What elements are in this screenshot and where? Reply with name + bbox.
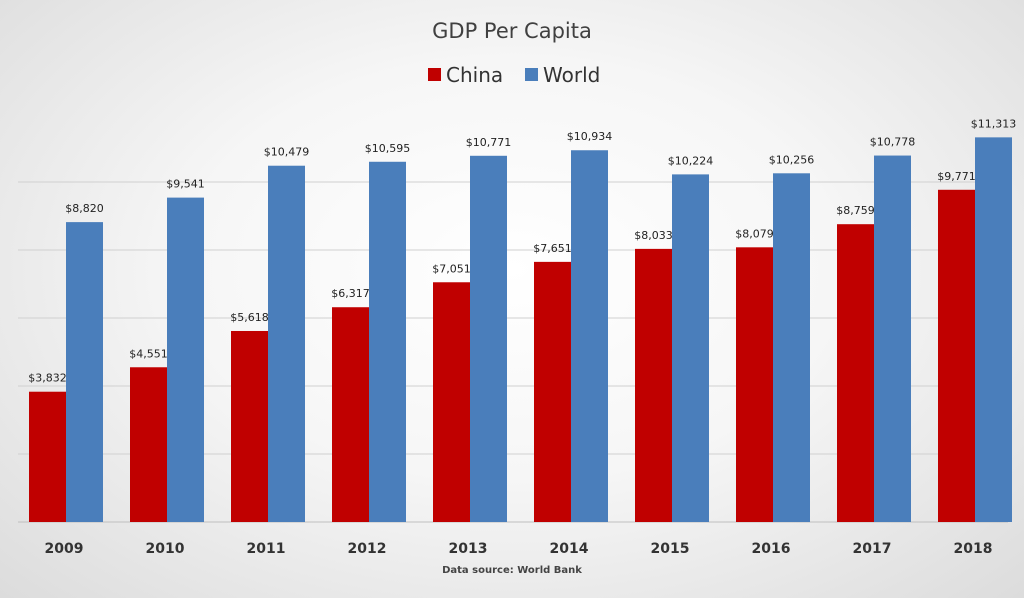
legend-swatch-china — [428, 68, 441, 81]
bar-world-2009 — [66, 222, 103, 522]
data-label-china-2016: $8,079 — [735, 227, 774, 240]
x-tick-label: 2012 — [348, 541, 387, 557]
bar-china-2010 — [130, 367, 167, 522]
bar-china-2009 — [29, 391, 66, 522]
x-tick-label: 2015 — [651, 541, 690, 557]
legend-label-world: World — [543, 63, 600, 87]
data-label-china-2017: $8,759 — [836, 204, 875, 217]
legend-swatch-world — [525, 68, 538, 81]
legend-label-china: China — [446, 63, 503, 87]
chart-title: GDP Per Capita — [432, 19, 592, 43]
x-tick-label: 2018 — [954, 541, 993, 557]
bar-china-2015 — [635, 248, 672, 523]
bar-china-2018 — [938, 189, 975, 522]
bar-china-2014 — [534, 261, 571, 522]
bar-world-2014 — [571, 150, 608, 522]
bar-china-2012 — [332, 307, 369, 522]
bar-world-2017 — [874, 155, 911, 522]
x-tick-label: 2011 — [247, 541, 286, 557]
data-label-china-2013: $7,051 — [432, 262, 471, 275]
data-label-china-2010: $4,551 — [129, 347, 168, 360]
x-tick-label: 2013 — [449, 541, 488, 557]
bar-world-2015 — [672, 174, 709, 522]
x-tick-label: 2017 — [853, 541, 892, 557]
bar-china-2013 — [433, 282, 470, 522]
data-label-world-2018: $11,313 — [971, 117, 1017, 130]
bar-world-2012 — [369, 161, 406, 522]
x-tick-label: 2014 — [550, 541, 589, 557]
data-label-china-2009: $3,832 — [28, 372, 67, 385]
data-label-world-2017: $10,778 — [870, 136, 916, 149]
data-label-china-2012: $6,317 — [331, 287, 370, 300]
bar-china-2016 — [736, 247, 773, 522]
data-label-china-2011: $5,618 — [230, 311, 269, 324]
data-label-world-2010: $9,541 — [166, 178, 205, 191]
x-tick-label: 2009 — [45, 541, 84, 557]
x-tick-label: 2016 — [752, 541, 791, 557]
data-source-note: Data source: World Bank — [442, 565, 582, 576]
legend: China World — [428, 63, 600, 87]
bar-world-2013 — [470, 155, 507, 522]
bar-world-2011 — [268, 165, 305, 523]
bar-world-2010 — [167, 197, 204, 522]
bar-china-2017 — [837, 224, 874, 522]
data-label-china-2014: $7,651 — [533, 242, 572, 255]
data-label-world-2012: $10,595 — [365, 142, 411, 155]
bar-world-2018 — [975, 137, 1012, 522]
bar-china-2011 — [231, 330, 268, 522]
data-label-world-2014: $10,934 — [567, 130, 613, 143]
data-label-world-2016: $10,256 — [769, 153, 815, 166]
data-label-china-2015: $8,033 — [634, 229, 673, 242]
data-label-world-2015: $10,224 — [668, 154, 714, 167]
x-tick-label: 2010 — [146, 541, 185, 557]
data-label-world-2009: $8,820 — [65, 202, 104, 215]
data-label-world-2011: $10,479 — [264, 146, 310, 159]
data-label-world-2013: $10,771 — [466, 136, 512, 149]
data-label-china-2018: $9,771 — [937, 170, 976, 183]
bar-world-2016 — [773, 173, 810, 522]
